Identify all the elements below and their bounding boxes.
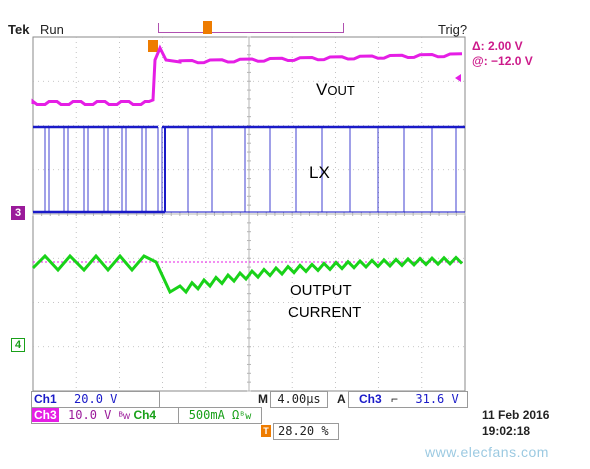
cursor-arrow-icon [455,74,461,82]
current-trace [31,253,464,295]
ch1-scale: 20.0 V [74,392,118,406]
ch3-setting[interactable]: Ch3 10.0 V ᴮw Ch4 [31,407,179,424]
date-display: 11 Feb 2016 [482,408,550,422]
ch1-setting[interactable]: Ch1 20.0 V [31,391,160,408]
ch1-name: Ch1 [34,392,57,406]
ch4-setting[interactable]: 500mA Ωᴮw [178,407,262,424]
lx-trace [33,125,465,214]
current-label-line1: OUTPUT [290,282,352,299]
vout-trace [31,44,463,106]
trigger-position-value[interactable]: 28.20 % [273,423,339,440]
watermark-text: www.elecfans.com [425,444,549,460]
timebase-label: M [258,392,268,406]
record-view-bar [158,23,344,33]
ch4-bw-icon: ᴮw [239,411,252,422]
trigger-setting[interactable]: Ch3 ⌐ 31.6 V [348,391,468,408]
vout-label-sub: OUT [327,83,355,98]
cursor-position: @: −12.0 V [472,54,533,68]
current-label-line2: CURRENT [288,304,362,321]
trigger-slope-icon: ⌐ [391,392,399,406]
brand-logo: Tek [8,22,29,37]
ch4-name: Ch4 [133,408,157,422]
ch4-scale: 500mA Ω [188,408,240,422]
trigger-position-icon: T [261,425,271,437]
trigger-source: Ch3 [359,392,382,406]
lx-label: LX [309,163,330,182]
time-display: 19:02:18 [482,424,531,438]
ch4-ground-marker[interactable]: 4 [11,338,25,352]
run-status: Run [40,22,64,37]
ch3-scale: 10.0 V [68,408,112,422]
ch3-name: Ch3 [32,408,59,422]
timebase-value[interactable]: 4.00µs [270,391,328,408]
vout-label: VOUT [316,80,355,100]
brand-text: Tek [8,22,30,37]
vout-label-main: V [316,80,328,99]
acq-label: A [337,392,346,406]
trigger-level: 31.6 V [415,392,459,406]
trigger-marker-icon [148,40,158,52]
cursor-delta: Δ: 2.00 V [472,39,523,53]
ch3-ground-marker[interactable]: 3 [11,206,25,220]
record-view-marker-icon [203,21,212,34]
trigger-status: Trig? [438,22,468,37]
ch3-bw-icon: ᴮw [118,411,131,422]
